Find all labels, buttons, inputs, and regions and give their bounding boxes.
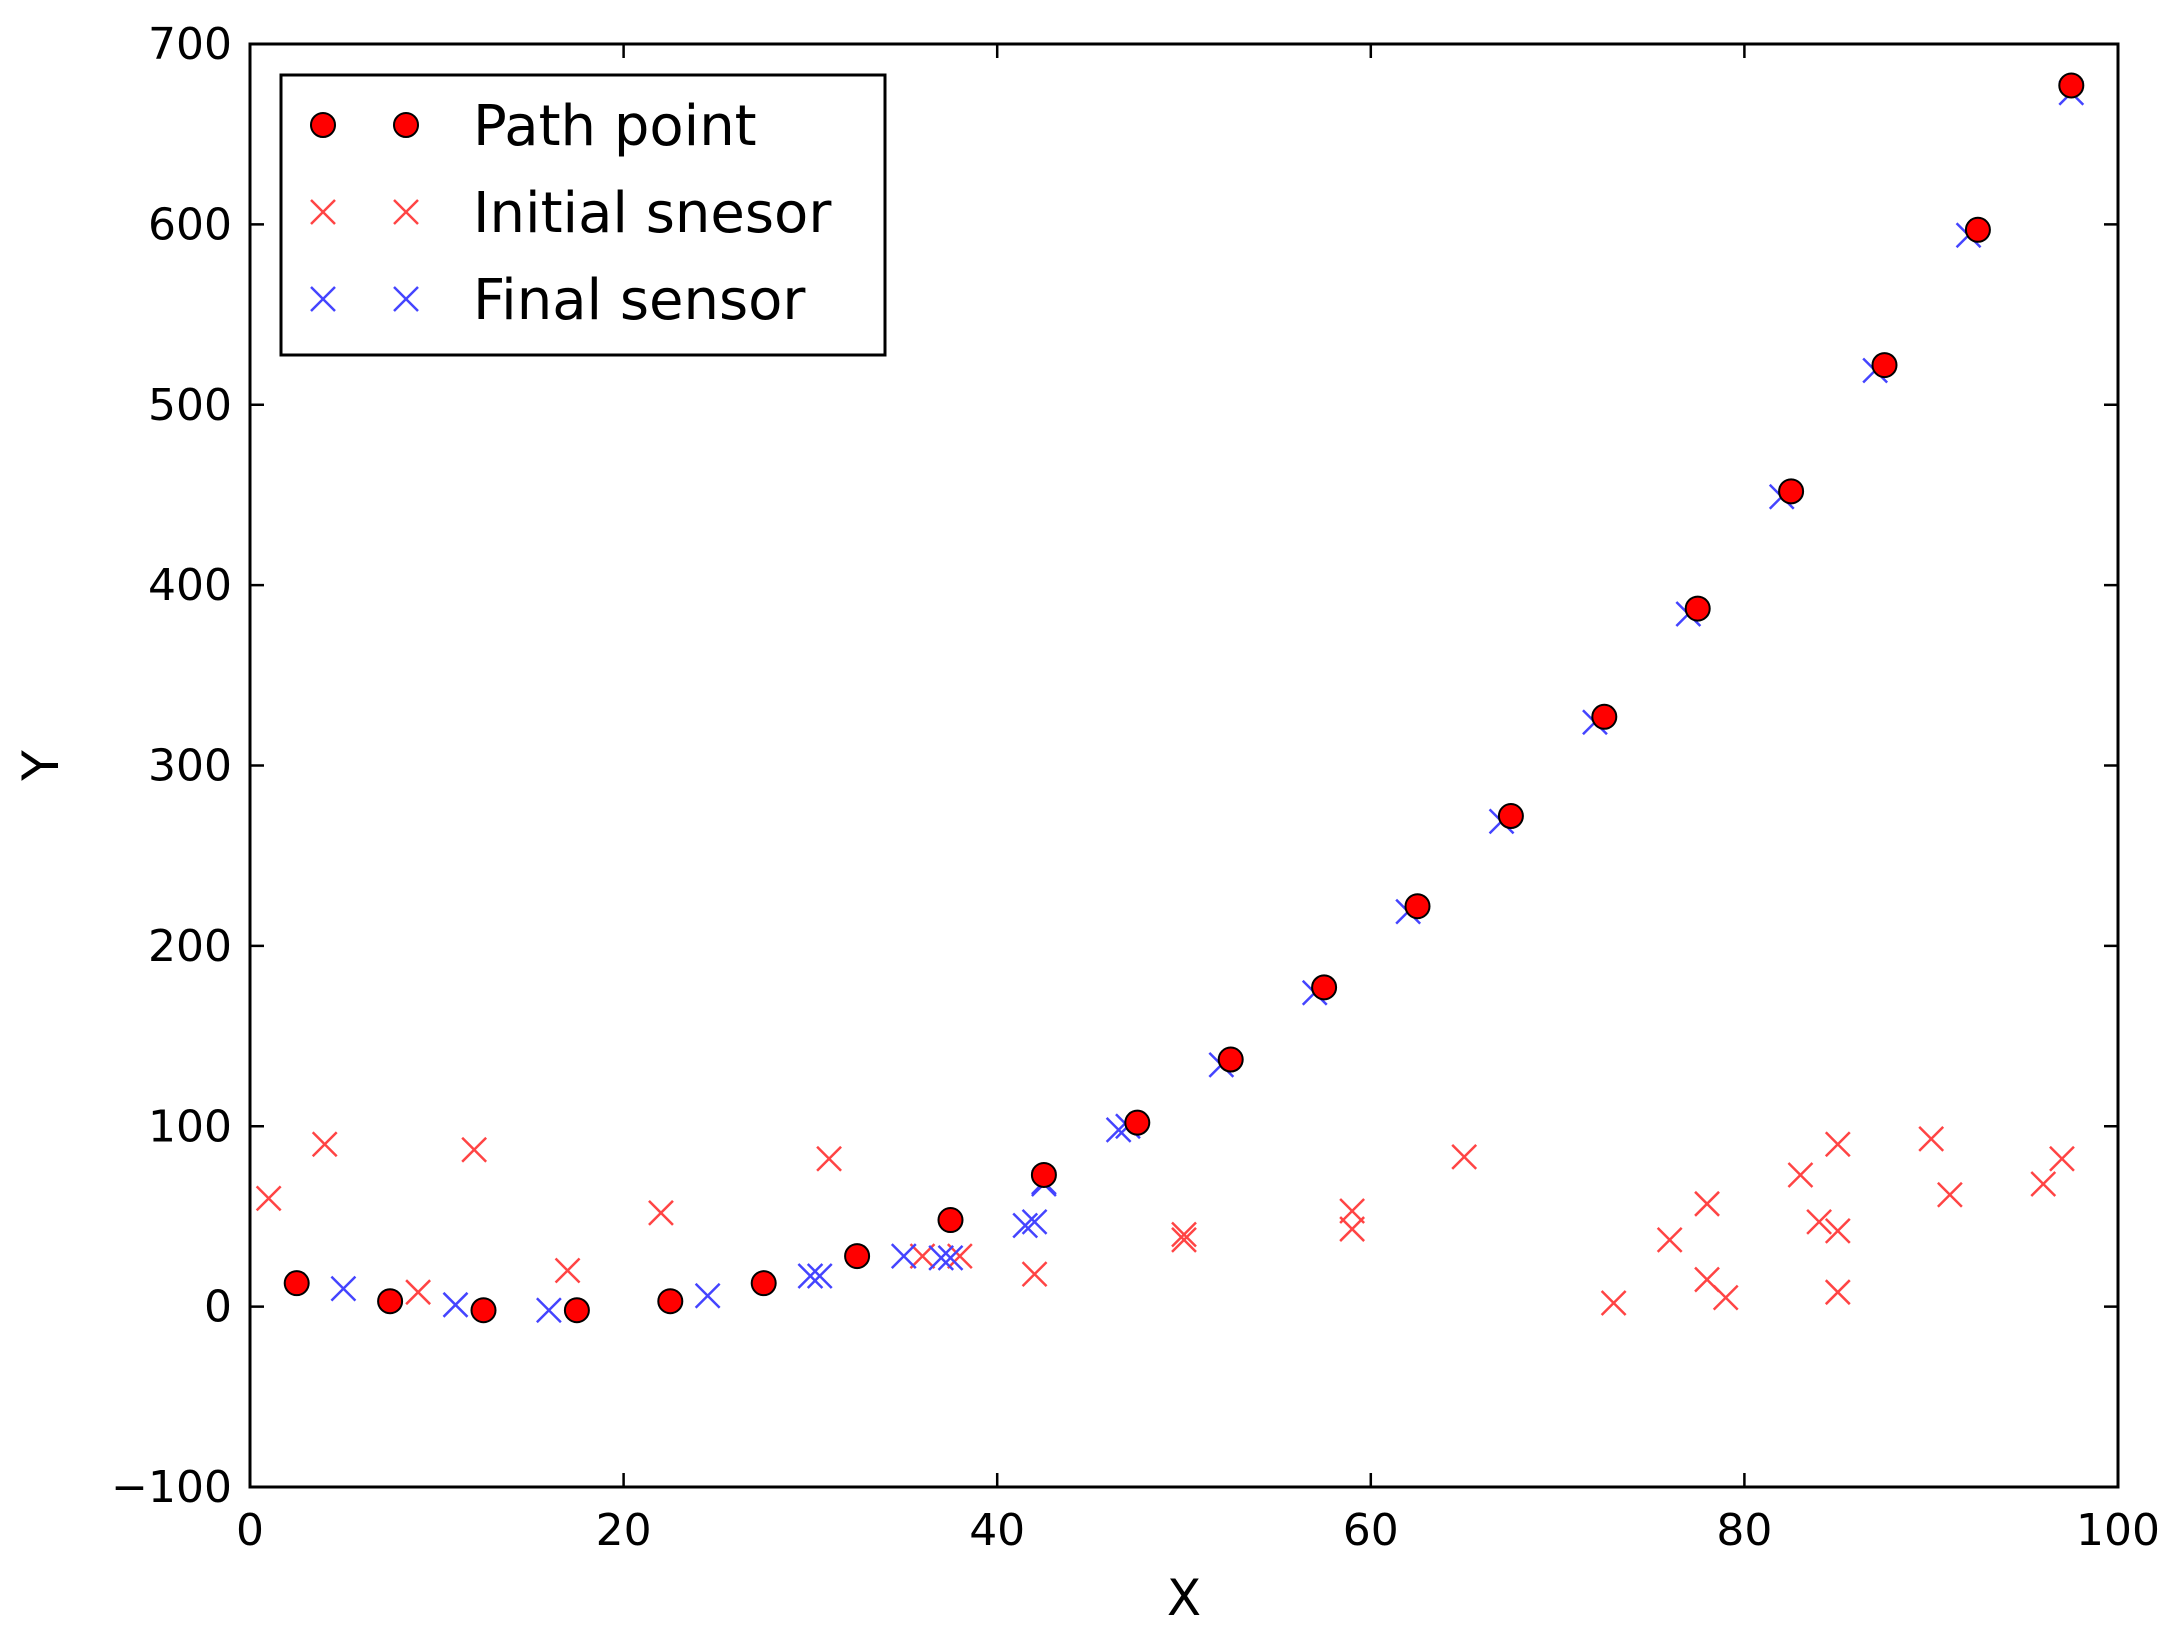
path-point-marker xyxy=(1404,893,1431,920)
legend-label: Final sensor xyxy=(473,268,806,333)
y-tick-label: −100 xyxy=(111,1462,232,1513)
initial-sensor-marker xyxy=(1936,1181,1963,1208)
initial-sensor-marker xyxy=(1806,1208,1833,1235)
x-axis-label: X xyxy=(1167,1569,1201,1627)
initial-sensor-marker xyxy=(1451,1144,1478,1170)
final-sensor-marker xyxy=(694,1282,721,1309)
y-tick-label: 100 xyxy=(148,1101,232,1152)
series-1 xyxy=(255,1125,2075,1316)
final-sensor-marker xyxy=(1012,1212,1039,1239)
legend-marker xyxy=(393,199,419,225)
initial-sensor-marker xyxy=(1339,1198,1366,1224)
initial-sensor-marker xyxy=(1171,1227,1197,1253)
y-tick-label: 600 xyxy=(148,199,232,250)
initial-sensor-marker xyxy=(1694,1190,1720,1217)
x-tick-label: 0 xyxy=(236,1505,264,1556)
path-point-marker xyxy=(1871,352,1898,379)
initial-sensor-marker xyxy=(1171,1221,1197,1248)
initial-sensor-marker xyxy=(1824,1131,1851,1158)
initial-sensor-marker xyxy=(554,1257,581,1284)
path-point-marker xyxy=(1778,478,1805,505)
legend-marker xyxy=(310,199,336,225)
path-point-marker xyxy=(470,1297,497,1324)
path-point-marker xyxy=(750,1270,777,1297)
final-sensor-marker xyxy=(1021,1208,1048,1235)
path-point-marker xyxy=(377,1288,404,1315)
path-point-marker xyxy=(657,1288,684,1315)
y-tick-label: 700 xyxy=(148,19,232,70)
initial-sensor-marker xyxy=(1600,1290,1627,1316)
initial-sensor-marker xyxy=(1712,1284,1739,1311)
x-tick-label: 40 xyxy=(969,1505,1025,1556)
path-point-marker xyxy=(1591,703,1618,730)
initial-sensor-marker xyxy=(1656,1227,1683,1253)
initial-sensor-marker xyxy=(1021,1261,1048,1288)
final-sensor-marker xyxy=(330,1275,357,1302)
path-point-marker xyxy=(1684,595,1711,622)
path-point-marker xyxy=(937,1207,964,1234)
path-point-marker xyxy=(1124,1109,1151,1136)
final-sensor-marker xyxy=(937,1245,964,1271)
path-point-marker xyxy=(283,1270,310,1297)
legend-box xyxy=(279,73,887,357)
final-sensor-marker xyxy=(928,1245,955,1271)
path-point-marker xyxy=(2058,72,2085,99)
series-0 xyxy=(283,72,2085,1324)
initial-sensor-marker xyxy=(311,1131,338,1158)
legend-entry: Initial snesor xyxy=(310,181,832,246)
legend-marker xyxy=(310,286,336,312)
y-tick-label: 500 xyxy=(148,380,232,431)
y-tick-label: 300 xyxy=(148,741,232,792)
path-point-marker xyxy=(844,1243,871,1270)
initial-sensor-marker xyxy=(1787,1162,1814,1188)
final-sensor-marker xyxy=(797,1263,824,1289)
final-sensor-marker xyxy=(806,1263,833,1289)
path-point-marker xyxy=(1497,803,1524,830)
final-sensor-marker xyxy=(535,1297,562,1324)
x-tick-label: 80 xyxy=(1716,1505,1772,1556)
path-point-marker xyxy=(563,1297,590,1324)
final-sensor-marker xyxy=(442,1291,469,1318)
y-tick-label: 0 xyxy=(204,1282,232,1333)
plot-marks xyxy=(255,72,2085,1324)
legend-entry: Final sensor xyxy=(310,268,806,333)
legend: Path point Initial snesor Final sensor xyxy=(279,73,887,357)
legend-label: Path point xyxy=(473,94,757,159)
legend-marker xyxy=(310,112,336,138)
x-tick-label: 100 xyxy=(2076,1505,2160,1556)
legend-label: Initial snesor xyxy=(473,181,832,246)
path-point-marker xyxy=(1030,1161,1057,1188)
final-sensor-marker xyxy=(890,1243,917,1270)
initial-sensor-marker xyxy=(1918,1125,1945,1152)
y-tick-label: 400 xyxy=(148,560,232,611)
initial-sensor-marker xyxy=(816,1145,842,1172)
y-tick-label: 200 xyxy=(148,921,232,972)
initial-sensor-marker xyxy=(1824,1217,1851,1244)
legend-marker xyxy=(393,112,419,138)
path-point-marker xyxy=(1217,1046,1244,1073)
y-axis-label: Y xyxy=(12,750,70,782)
initial-sensor-marker xyxy=(1339,1216,1366,1242)
initial-sensor-marker xyxy=(2030,1171,2057,1197)
initial-sensor-marker xyxy=(255,1185,282,1212)
legend-marker xyxy=(393,286,419,312)
initial-sensor-marker xyxy=(405,1279,432,1306)
initial-sensor-marker xyxy=(461,1136,488,1163)
path-point-marker xyxy=(1311,974,1338,1001)
initial-sensor-marker xyxy=(2049,1145,2075,1172)
path-point-marker xyxy=(1964,216,1991,243)
axis-ticks xyxy=(248,42,2120,1489)
legend-entry: Path point xyxy=(310,94,757,159)
initial-sensor-marker xyxy=(1824,1279,1851,1306)
initial-sensor-marker xyxy=(648,1199,674,1226)
x-tick-label: 60 xyxy=(1343,1505,1399,1556)
x-tick-label: 20 xyxy=(596,1505,652,1556)
